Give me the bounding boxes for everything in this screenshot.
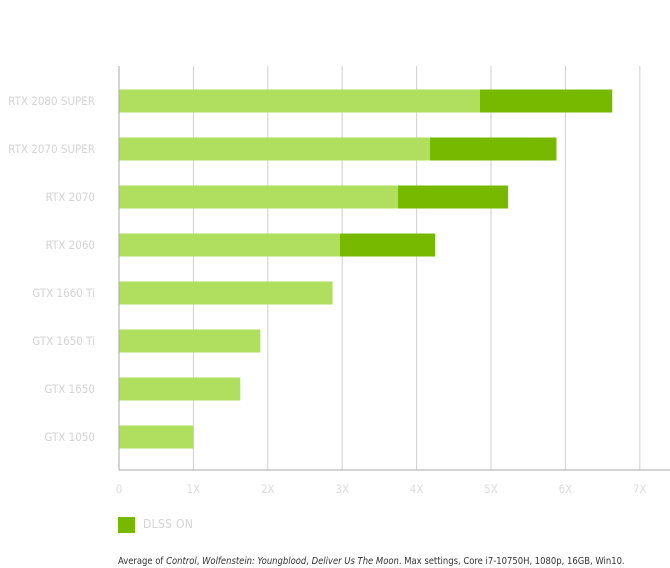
bar-group <box>119 89 613 449</box>
footnote-suffix: . Max settings, Core i7-10750H, 1080p, 1… <box>398 556 625 567</box>
category-label: GTX 1650 <box>44 382 95 396</box>
axes <box>118 66 670 471</box>
bar-dlss-on-rtx-2070 <box>398 185 509 209</box>
x-tick-label: 7X <box>633 482 647 496</box>
footnote-game-control: Control <box>166 556 197 567</box>
category-label: GTX 1050 <box>44 430 95 444</box>
category-label: GTX 1650 Ti <box>32 334 95 348</box>
bar-base-gtx-1650-ti <box>119 329 261 353</box>
legend-swatch-dlss-on <box>118 517 135 533</box>
bar-base-rtx-2060 <box>119 233 340 257</box>
footnote-sep: , <box>306 556 312 567</box>
x-tick-label: 2X <box>261 482 275 496</box>
category-label: RTX 2070 SUPER <box>8 142 95 156</box>
bar-base-gtx-1050 <box>119 425 194 449</box>
bar-base-rtx-2070-super <box>119 137 430 161</box>
bar-dlss-on-rtx-2080-super <box>479 89 613 113</box>
category-label: RTX 2070 <box>46 190 95 204</box>
bar-base-gtx-1650 <box>119 377 241 401</box>
category-label: RTX 2060 <box>46 238 95 252</box>
x-tick-label: 6X <box>559 482 573 496</box>
bar-base-rtx-2070 <box>119 185 398 209</box>
x-tick-label: 0 <box>116 482 123 496</box>
footnote-game-deliver-us-the-moon: Deliver Us The Moon <box>311 556 399 567</box>
x-tick-label: 1X <box>187 482 201 496</box>
footnote: Average of Control, Wolfenstein: Youngbl… <box>118 556 625 567</box>
footnote-game-wolfenstein: Wolfenstein: Youngblood <box>202 556 307 567</box>
bar-base-rtx-2080-super <box>119 89 480 113</box>
bar-chart: RTX 2080 SUPER RTX 2070 SUPER RTX 2070 RTX … <box>8 66 670 496</box>
legend-label-dlss-on: DLSS ON <box>143 517 194 531</box>
footnote-sep: , <box>196 556 203 567</box>
grid-lines <box>192 66 641 470</box>
bar-dlss-on-rtx-2070-super <box>429 137 557 161</box>
x-tick-label: 4X <box>410 482 424 496</box>
x-tick-label: 5X <box>484 482 498 496</box>
x-tick-labels: 0 1X 2X 3X 4X 5X 6X 7X <box>116 482 647 496</box>
category-label: RTX 2080 SUPER <box>8 94 95 108</box>
bar-base-gtx-1660-ti <box>119 281 333 305</box>
bar-dlss-on-rtx-2060 <box>339 233 436 257</box>
footnote-prefix: Average of <box>118 556 167 567</box>
category-label: GTX 1660 Ti <box>32 286 95 300</box>
category-labels: RTX 2080 SUPER RTX 2070 SUPER RTX 2070 RTX … <box>8 94 95 444</box>
x-tick-label: 3X <box>335 482 349 496</box>
